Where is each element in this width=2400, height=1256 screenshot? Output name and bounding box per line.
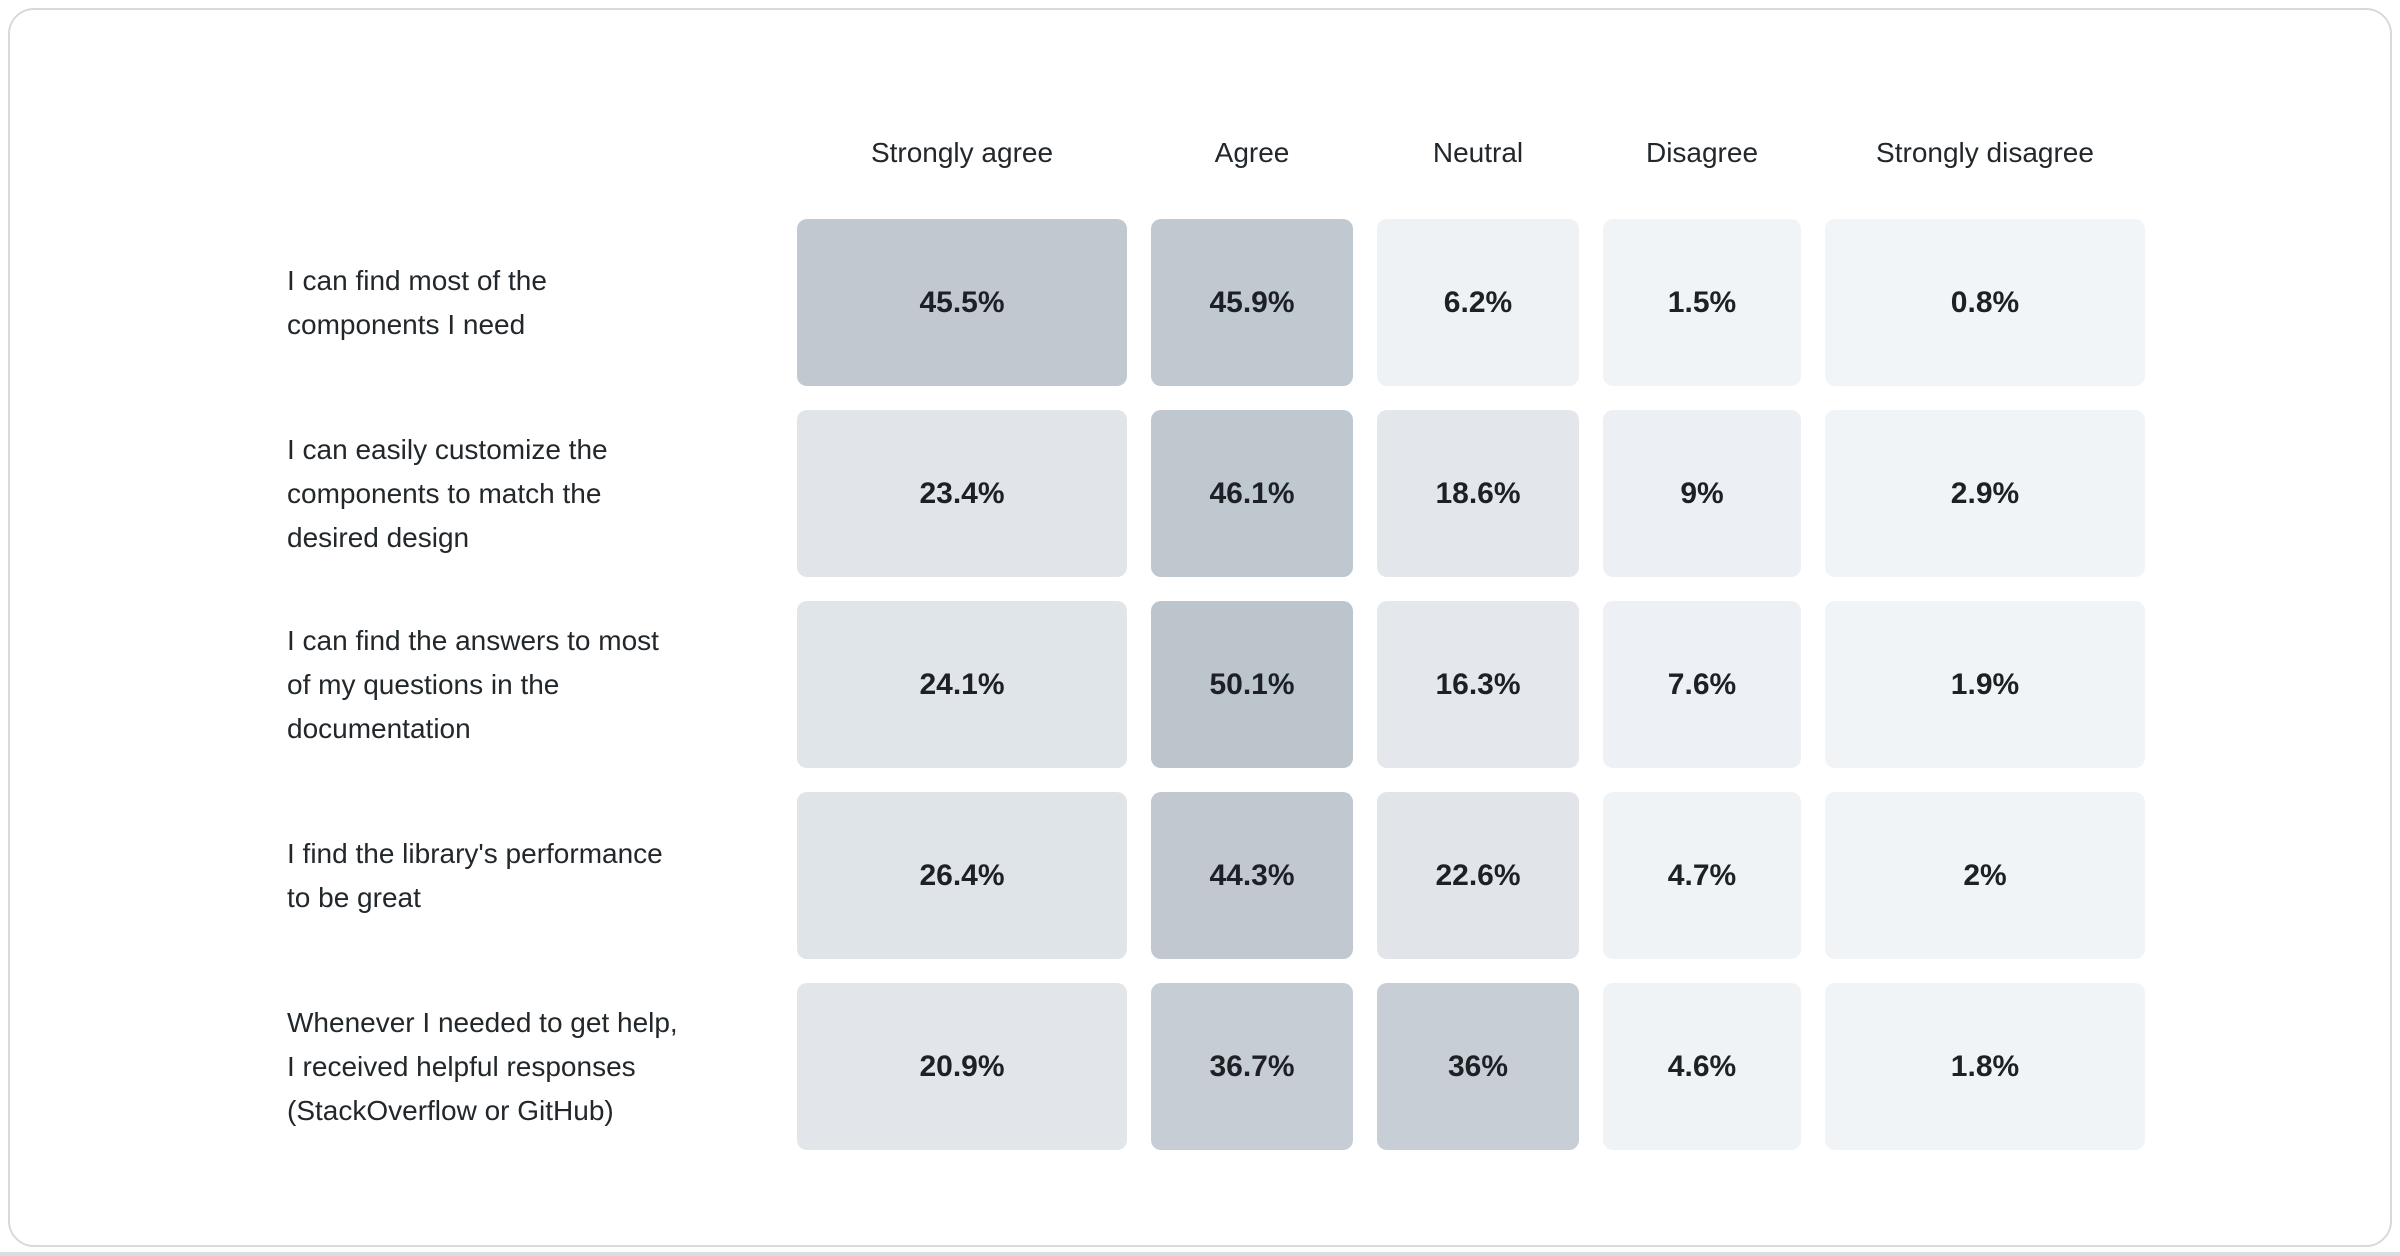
heatmap-cell-r4-c2: 44.3% [1151, 792, 1353, 959]
row-label-1: I can find most of the components I need [287, 264, 547, 340]
heatmap-cell-r3-c2: 50.1% [1151, 601, 1353, 768]
column-header-agree: Agree [1214, 136, 1290, 168]
heatmap-grid: Strongly agree Agree Neutral Disagree Strong… [287, 110, 2145, 1150]
heatmap-cell-r4-c1: 26.4% [797, 792, 1127, 959]
heatmap-cell-r2-c4: 9% [1603, 410, 1801, 577]
heatmap-cell-r5-c1: 20.9% [797, 983, 1127, 1150]
heatmap-cell-r5-c5: 1.8% [1825, 983, 2145, 1150]
heatmap-cell-r1-c5: 0.8% [1825, 219, 2145, 386]
heatmap-cell-r2-c5: 2.9% [1825, 410, 2145, 577]
heatmap-cell-r3-c3: 16.3% [1377, 601, 1579, 768]
heatmap-cell-r3-c4: 7.6% [1603, 601, 1801, 768]
heatmap-cell-r5-c3: 36% [1377, 983, 1579, 1150]
column-header-neutral: Neutral [1432, 136, 1524, 168]
heatmap-cell-r1-c1: 45.5% [797, 219, 1127, 386]
column-header-disagree: Disagree [1645, 136, 1759, 168]
heatmap-cell-r3-c1: 24.1% [797, 601, 1127, 768]
row-label-2: I can easily customize the components to… [287, 433, 608, 553]
heatmap-cell-r2-c2: 46.1% [1151, 410, 1353, 577]
survey-heatmap-card: Strongly agree Agree Neutral Disagree Strong… [8, 8, 2392, 1247]
page-bottom-divider [0, 1252, 2400, 1256]
heatmap-cell-r3-c5: 1.9% [1825, 601, 2145, 768]
heatmap-cell-r2-c3: 18.6% [1377, 410, 1579, 577]
heatmap-cell-r1-c4: 1.5% [1603, 219, 1801, 386]
heatmap-cell-r4-c5: 2% [1825, 792, 2145, 959]
column-header-strongly-agree: Strongly agree [870, 136, 1054, 168]
heatmap-cell-r5-c2: 36.7% [1151, 983, 1353, 1150]
heatmap-cell-r5-c4: 4.6% [1603, 983, 1801, 1150]
row-label-4: I find the library's performance to be g… [287, 837, 663, 913]
heatmap-cell-r4-c3: 22.6% [1377, 792, 1579, 959]
heatmap-cell-r2-c1: 23.4% [797, 410, 1127, 577]
heatmap-cell-r4-c4: 4.7% [1603, 792, 1801, 959]
row-label-5: Whenever I needed to get help, I receive… [287, 1006, 678, 1126]
heatmap-cell-r1-c2: 45.9% [1151, 219, 1353, 386]
row-label-3: I can find the answers to most of my que… [287, 624, 659, 744]
header-corner-spacer [287, 110, 773, 195]
heatmap-cell-r1-c3: 6.2% [1377, 219, 1579, 386]
column-header-strongly-disagree: Strongly disagree [1876, 136, 2094, 168]
